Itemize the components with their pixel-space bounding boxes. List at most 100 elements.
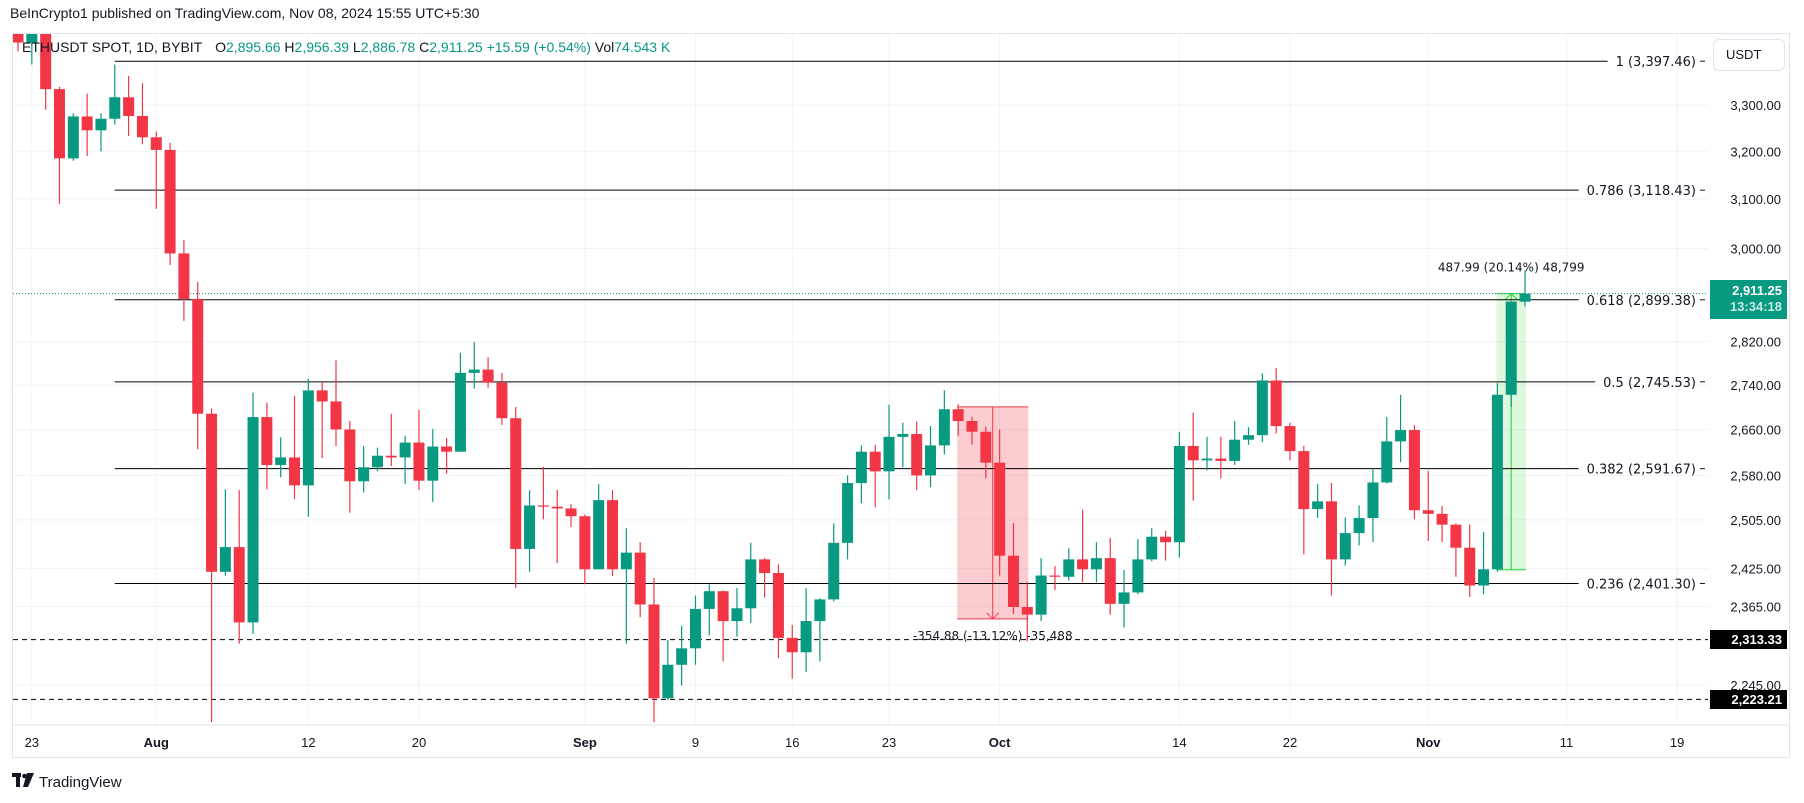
- candle-body: [13, 34, 24, 43]
- candle-body: [1491, 394, 1503, 570]
- candle: [468, 342, 480, 389]
- candle: [13, 34, 24, 52]
- candle: [689, 595, 701, 665]
- candle: [1491, 383, 1503, 572]
- candle-body: [289, 457, 301, 486]
- candle-body: [842, 483, 854, 543]
- candle: [952, 404, 964, 436]
- candle: [178, 239, 190, 321]
- candle-body: [1049, 575, 1061, 577]
- candle-body: [1270, 380, 1282, 427]
- candle-body: [1464, 547, 1476, 586]
- change-value: +15.59 (+0.54%): [486, 39, 591, 55]
- measure-label: -354.88 (-13.12%) -35,488: [913, 629, 1073, 643]
- price-tick-label: 3,100.00: [1730, 192, 1781, 207]
- fib-level-label: 1 (3,397.46): [1616, 55, 1696, 70]
- candle: [1187, 412, 1199, 501]
- low-key: L: [352, 39, 361, 55]
- fib-retracement[interactable]: 1 (3,397.46) 0.786 (3,118.43) 0.618 (2,899…: [114, 55, 1705, 592]
- candle-body: [40, 34, 52, 90]
- candle: [1173, 431, 1185, 558]
- price-tick-label: 2,505.00: [1730, 513, 1781, 528]
- candle-body: [427, 446, 439, 481]
- candle: [537, 466, 549, 520]
- volume-key: Vol: [594, 39, 615, 55]
- candle-body: [123, 97, 135, 116]
- candle-body: [302, 390, 314, 486]
- candle: [1395, 394, 1407, 463]
- candle: [1077, 509, 1089, 583]
- close-key: C: [419, 39, 430, 55]
- date-tick-label: 9: [692, 735, 699, 750]
- tradingview-logo[interactable]: TradingView: [12, 773, 122, 791]
- date-tick-label: 23: [882, 735, 896, 750]
- candle-body: [441, 446, 453, 452]
- candle: [1478, 531, 1490, 595]
- candle-body: [1035, 575, 1047, 615]
- price-tick-label: 2,660.00: [1730, 422, 1781, 437]
- candle-body: [164, 149, 176, 254]
- candle-body: [1007, 555, 1019, 608]
- candle: [371, 447, 383, 472]
- candle: [759, 558, 771, 598]
- candle-body: [883, 436, 895, 472]
- candle: [1422, 470, 1434, 542]
- candle: [1408, 424, 1420, 520]
- candle-body: [178, 253, 190, 299]
- candle: [399, 435, 411, 485]
- date-tick-label: 12: [301, 735, 315, 750]
- date-tick-label: 20: [412, 735, 426, 750]
- symbol-label[interactable]: ETHUSDT SPOT, 1D, BYBIT: [22, 39, 203, 55]
- date-tick-label: Oct: [989, 735, 1011, 750]
- last-price-label: 2,911.25 13:34:18: [1710, 279, 1787, 319]
- candle: [620, 528, 632, 644]
- candle: [1450, 523, 1462, 577]
- candle: [565, 504, 577, 528]
- candle-body: [358, 467, 370, 482]
- candle: [247, 392, 259, 634]
- candle: [330, 360, 342, 446]
- publish-info: BeInCrypto1 published on TradingView.com…: [10, 5, 480, 21]
- candle-body: [786, 637, 798, 653]
- candle-body: [192, 298, 204, 414]
- candle: [593, 484, 605, 570]
- candle: [1021, 581, 1033, 642]
- candle-body: [206, 413, 218, 572]
- candle-body: [454, 372, 466, 452]
- candle-body: [620, 552, 632, 570]
- candle-body: [966, 421, 978, 432]
- candle: [1201, 436, 1213, 471]
- candle: [1284, 422, 1296, 461]
- price-tick-label: 2,365.00: [1730, 599, 1781, 614]
- arrow-up-icon: [1504, 292, 1518, 300]
- candle-body: [344, 429, 356, 482]
- candle-body: [1284, 426, 1296, 452]
- candle-body: [717, 591, 729, 622]
- candle: [109, 64, 121, 125]
- candle-body: [316, 390, 328, 402]
- low-value: 2,886.78: [360, 39, 416, 55]
- candle: [731, 588, 743, 637]
- candle: [1229, 421, 1241, 465]
- candle: [496, 372, 508, 425]
- candle-body: [330, 401, 342, 430]
- date-tick-label: Aug: [144, 735, 169, 750]
- candle-body: [1298, 451, 1310, 510]
- candle-body: [1077, 559, 1089, 570]
- candle-body: [1132, 559, 1144, 593]
- candle: [123, 76, 135, 136]
- candle-body: [925, 445, 937, 476]
- candle-body: [1243, 435, 1255, 440]
- candle: [1312, 484, 1324, 519]
- candle-body: [745, 559, 757, 609]
- candle: [441, 437, 453, 474]
- candle-body: [1160, 536, 1172, 543]
- open-key: O: [215, 39, 227, 55]
- candle-body: [482, 369, 494, 383]
- price-tick-label: 2,580.00: [1730, 468, 1781, 483]
- price-axis-labels: 3,300.00 3,200.00 3,100.00 3,000.00 2,820.00…: [1730, 98, 1781, 693]
- currency-button[interactable]: USDT: [1713, 39, 1785, 71]
- candle-body: [703, 591, 715, 609]
- candle-body: [1422, 510, 1434, 514]
